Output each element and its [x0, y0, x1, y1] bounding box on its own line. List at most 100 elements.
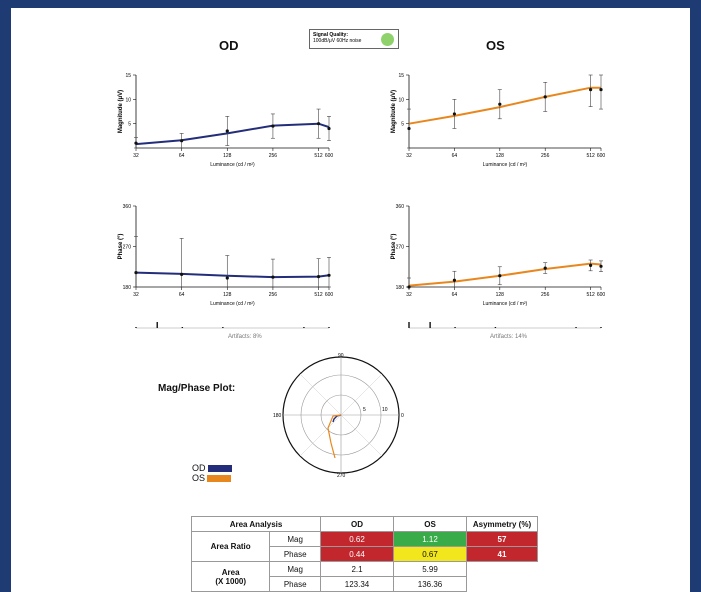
legend-od-swatch	[207, 464, 232, 472]
signal-quality-label: Signal Quality:	[313, 32, 349, 38]
polar-angle-270: 270	[337, 473, 346, 478]
os_phase-point	[543, 266, 547, 270]
signal-quality-indicator	[381, 33, 394, 46]
report-page: OD OS Signal Quality: 100dB/μV 60Hz nois…	[11, 8, 690, 592]
od_phase-ytick-label: 180	[123, 285, 132, 291]
legend-od-label: OD	[192, 463, 206, 473]
os_mag-point	[589, 88, 593, 92]
od_phase-point	[180, 272, 184, 276]
od_phase-point	[316, 275, 321, 279]
od_mag-xtick-label: 128	[223, 153, 232, 159]
od_phase-ytick-label: 270	[123, 245, 132, 251]
os-polar-trace	[327, 414, 342, 459]
polar-radius-5: 5	[363, 407, 366, 413]
area-mag-od: 2.1	[320, 561, 394, 577]
ratio-mag-label: Mag	[269, 531, 321, 547]
od_mag-point	[225, 129, 229, 133]
header-asymmetry: Asymmetry (%)	[466, 516, 538, 532]
os_phase-point	[452, 278, 457, 282]
ratio-phase-label: Phase	[269, 546, 321, 562]
polar-angle-180: 180	[273, 413, 282, 419]
od_phase-point	[134, 271, 138, 275]
od_mag-xtick-label: 600	[325, 153, 334, 159]
os_mag-point	[543, 95, 547, 99]
os_phase-xtick-label: 600	[597, 292, 606, 298]
od_phase-xtick-label: 128	[223, 292, 232, 298]
os_phase-point	[589, 263, 593, 267]
od_mag-ytick-label: 15	[125, 73, 131, 79]
od_phase-point	[225, 276, 229, 280]
os_mag-ytick-label: 15	[398, 73, 404, 79]
os_phase-xlabel: Luminance (cd / m²)	[483, 301, 528, 307]
os_mag-point	[599, 88, 603, 92]
ratio-phase-asym: 41	[466, 546, 538, 562]
area-phase-od: 123.34	[320, 576, 394, 592]
polar-angle-90: 90	[338, 353, 344, 359]
od_mag-ylabel: Magnitude (μV)	[118, 90, 124, 133]
os_phase-ytick-label: 180	[396, 285, 405, 291]
polar-angle-0: 0	[401, 413, 404, 419]
signal-quality-note: 100dB/μV 60Hz noise	[313, 38, 362, 44]
os_mag-xtick-label: 512	[586, 153, 595, 159]
area-mag-label: Mag	[269, 561, 321, 577]
od_mag-point	[180, 139, 184, 143]
area-label: Area (X 1000)	[190, 561, 271, 592]
od_mag-xtick-label: 256	[269, 153, 278, 159]
os_mag-xlabel: Luminance (cd / m²)	[483, 162, 528, 168]
os_phase-ytick-label: 360	[396, 204, 405, 210]
os_phase-ylabel: Phase (°)	[391, 234, 397, 260]
polar-legend: OD OS	[192, 463, 232, 483]
header-area-analysis: Area Analysis	[191, 516, 321, 532]
od_mag-xtick-label: 64	[179, 153, 185, 159]
os_mag-xtick-label: 600	[597, 153, 606, 159]
os_phase-point	[498, 274, 502, 278]
os_phase-xtick-label: 512	[586, 292, 595, 298]
od_phase-xlabel: Luminance (cd / m²)	[210, 301, 255, 307]
legend-os-swatch	[207, 474, 232, 482]
od_mag-point	[134, 141, 138, 145]
od_mag-point	[271, 124, 275, 128]
os_mag-xtick-label: 128	[496, 153, 505, 159]
od_mag-ytick-label: 10	[125, 97, 131, 103]
ratio-phase-os: 0.67	[393, 546, 467, 562]
os_phase-xtick-label: 256	[541, 292, 550, 298]
od_mag-xtick-label: 32	[133, 153, 139, 159]
ratio-mag-od: 0.62	[320, 531, 394, 547]
polar-plot: 90 180 270 0 5 10	[273, 353, 404, 478]
os_mag-xtick-label: 256	[541, 153, 550, 159]
os_phase-fit-line	[408, 262, 602, 287]
mag-phase-plot-title: Mag/Phase Plot:	[158, 383, 236, 394]
area-asym-empty	[467, 562, 538, 592]
od_phase-fit-line	[135, 271, 330, 279]
os_mag-ytick-label: 5	[401, 122, 404, 128]
od_phase-xtick-label: 256	[269, 292, 278, 298]
os_phase-ytick-label: 270	[396, 245, 405, 251]
area-phase-os: 136.36	[393, 576, 467, 592]
od_mag-xlabel: Luminance (cd / m²)	[210, 162, 255, 168]
od_phase-ylabel: Phase (°)	[118, 234, 124, 260]
os_mag-ytick-label: 10	[398, 97, 404, 103]
od_phase-xtick-label: 512	[314, 292, 323, 298]
area-analysis-table: Area Analysis OD OS Asymmetry (%) Area R…	[190, 516, 538, 592]
polar-radius-10: 10	[382, 407, 388, 413]
od_mag-point	[327, 126, 331, 131]
od_mag-fit-line	[135, 122, 330, 146]
area-ratio-label: Area Ratio	[190, 531, 271, 562]
ratio-mag-asym: 57	[466, 531, 538, 547]
os_phase-point	[599, 264, 603, 268]
header-od: OD	[320, 516, 394, 532]
od_mag-xtick-label: 512	[314, 153, 323, 159]
od_mag-ytick-label: 5	[128, 122, 131, 128]
os_mag-point	[407, 126, 411, 131]
legend-os-label: OS	[192, 473, 206, 483]
area-phase-label: Phase	[269, 576, 321, 592]
os-title: OS	[486, 38, 505, 53]
signal-quality-box: Signal Quality: 100dB/μV 60Hz noise	[309, 29, 399, 49]
os_mag-point	[498, 102, 502, 106]
os_mag-fit-line	[408, 86, 601, 125]
os_phase-xtick-label: 64	[452, 292, 458, 298]
od-title: OD	[219, 38, 239, 53]
os_phase-point	[407, 285, 411, 289]
ratio-mag-os: 1.12	[393, 531, 467, 547]
